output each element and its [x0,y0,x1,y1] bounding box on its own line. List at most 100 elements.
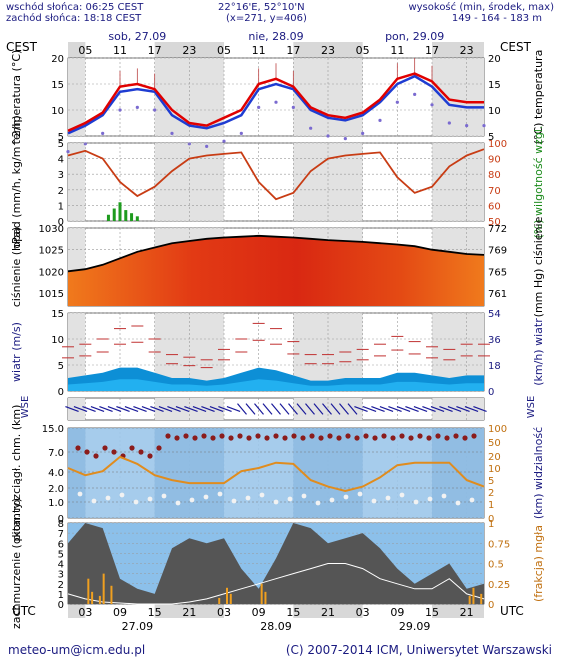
temp-dot-point [101,131,105,135]
panel-night-band [68,143,86,221]
top-hour-tick: 23 [460,44,474,57]
cloud-top-dot [111,449,117,455]
cloud-top-dot [399,433,405,439]
left-axis-label: opad (mm/h, kg/m^2/h) [10,115,23,248]
cloud-base-dot [203,494,209,500]
cloud-base-dot [399,492,405,498]
wind-direction-arrow [339,403,349,415]
cloud-top-dot [471,433,477,439]
right-tick-label: 0.25 [488,580,510,591]
wind-direction-arrow [322,403,332,415]
left-tick-label: 3 [58,170,64,181]
right-tick-label: 2 [488,488,494,499]
right-axis-label: (°C) temperatura [532,50,545,145]
bottom-hour-tick: 09 [113,606,127,619]
right-tick-label: 1 [488,500,494,511]
top-night-band [432,42,484,58]
fog-bar [229,593,232,604]
wind-direction-arrow [473,406,487,412]
temp-dot-point [447,121,451,125]
wind-direction-arrow [192,406,207,412]
fog-bar [91,591,94,604]
coords-text: 22°16'E, 52°10'N [218,2,305,13]
right-tick-label: 0 [488,387,494,398]
panel-night-band [432,398,484,420]
right-tick-label: 20 [488,54,501,65]
right-tick-label: 15 [488,80,501,91]
compass-left: WSE [20,396,31,419]
cloud-base-dot [287,496,293,502]
wind-direction-arrow [245,403,256,415]
right-tick-label: 761 [488,289,507,300]
panel-night-band [432,58,484,136]
wind-direction-arrow [65,406,79,412]
panel-frame [67,142,485,222]
left-axis-label: temperatura (°C) [10,50,23,145]
wind-direction-arrow [279,403,290,415]
wind-direction-arrow [354,406,368,412]
cloud-top-dot [138,449,144,455]
temp-dot-point [239,131,243,135]
sunrise-text: wschód słońca: 06:25 CEST [6,2,144,13]
top-hour-tick: 23 [182,44,196,57]
wind-direction-arrow [254,403,264,415]
temp-dot-point [83,142,87,146]
top-hour-tick: 17 [286,44,300,57]
cloud-base-dot [259,492,265,498]
left-tick-label: 5 [58,139,64,150]
left-tick-label: 1030 [39,224,64,235]
wind-direction-arrow [218,406,232,412]
wind-direction-arrow [464,406,479,412]
bottom-hour-tick: 03 [78,606,92,619]
left-tick-label: 0 [58,514,64,525]
fog-bar [87,578,90,604]
panel-night-band [432,143,484,221]
left-tick-label: 7.0 [48,448,64,459]
top-hour-tick: 23 [321,44,335,57]
right-tick-label: 5 [488,476,494,487]
panel-night-band [68,428,86,518]
temp-dot-point [153,108,157,112]
temp-series-line [67,72,484,132]
cloud-base-dot [119,492,125,498]
wind-direction-arrow [396,406,411,412]
cloud-base-dot [385,495,391,501]
top-hour-tick: 05 [217,44,231,57]
temp-dot-point [430,103,434,107]
bottom-date-label: 27.09 [122,620,154,633]
bottom-right-zone: UTC [500,604,524,618]
left-tick-label: 4 [58,155,64,166]
wind-direction-arrow [430,406,445,412]
left-tick-label: 1.0 [48,498,64,509]
bottom-hour-tick: 21 [460,606,474,619]
wind-direction-arrow [405,406,419,412]
fog-bar [260,583,263,604]
left-axis-label: zachmurzenie (oktanty) [10,498,23,629]
right-axis-label: (km/h) wiatr [532,318,545,386]
cloud-base-dot [427,496,433,502]
wind-low-area [68,379,484,391]
top-night-band [68,42,86,58]
cloud-top-dot [372,435,378,441]
wind-direction-arrow [209,406,224,412]
bottom-date-label: 29.09 [399,620,431,633]
cloud-top-dot [345,433,351,439]
bottom-night-band [68,604,86,618]
cloud-top-dot [417,433,423,439]
cloud-top-dot [84,449,90,455]
cloud-base-dot [245,495,251,501]
wind-direction-arrow [305,403,315,415]
temp-dot-point [309,126,313,130]
temp-series-line [67,74,484,135]
right-tick-label: 18 [488,361,501,372]
cloud-base-dot [343,494,349,500]
temp-dot-point [205,144,209,148]
height-label: wysokość (min, środek, max) [408,2,554,13]
cloud-top-dot [246,435,252,441]
wind-direction-arrow [184,406,198,412]
cloud-base-dot [231,498,237,504]
footer-email[interactable]: meteo-um@icm.edu.pl [8,643,146,657]
left-tick-label: 5 [58,132,64,143]
right-tick-label: 100 [488,139,507,150]
